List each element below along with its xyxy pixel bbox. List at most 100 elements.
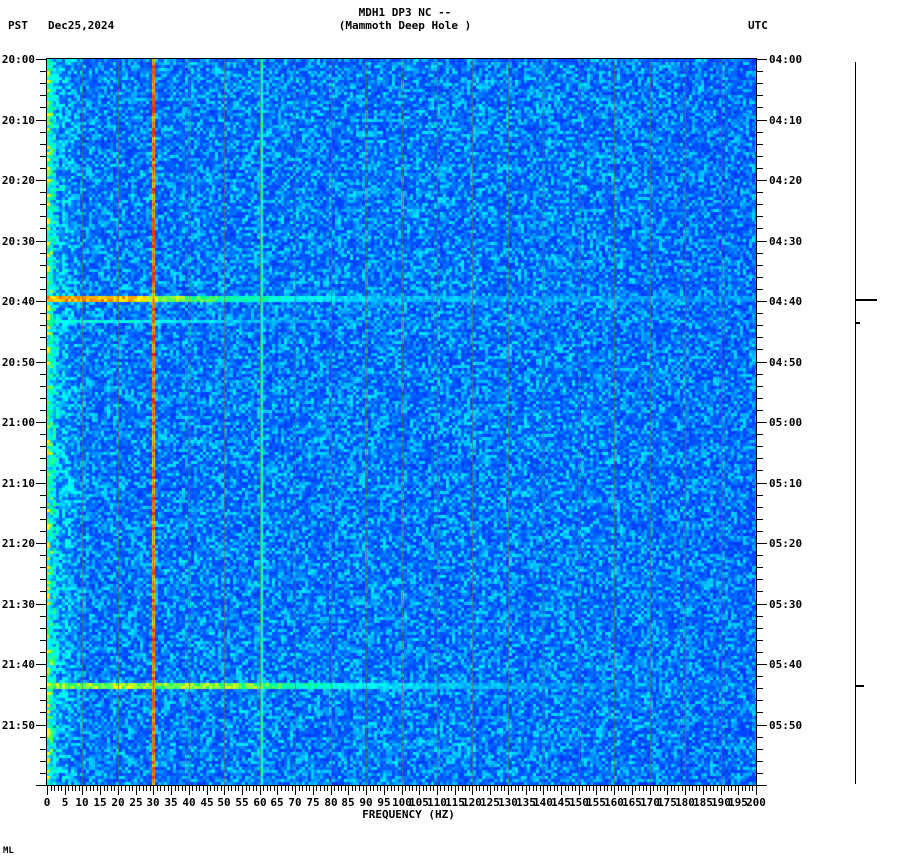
freq-tick-minor (111, 786, 112, 791)
freq-tick-minor (160, 786, 161, 791)
event-marker-tick[interactable] (855, 322, 860, 324)
time-label-utc: 05:40 (769, 658, 803, 671)
time-tick-minor (757, 737, 763, 738)
time-tick-minor (40, 519, 46, 520)
event-marker-tick[interactable] (855, 299, 877, 301)
time-tick-minor (757, 204, 763, 205)
freq-tick-minor (699, 786, 700, 791)
freq-tick-minor (628, 786, 629, 791)
freq-tick-major (756, 786, 757, 795)
time-tick-minor (757, 168, 763, 169)
freq-tick-minor (735, 786, 736, 791)
freq-tick-minor (256, 786, 257, 791)
freq-tick-major (47, 786, 48, 795)
freq-tick-major (348, 786, 349, 795)
station-title-line2: (Mammoth Deep Hole ) (0, 19, 902, 32)
freq-tick-major (118, 786, 119, 795)
time-tick-minor (757, 495, 763, 496)
time-label-utc: 05:00 (769, 416, 803, 429)
freq-tick-minor (745, 786, 746, 791)
time-tick-minor (40, 168, 46, 169)
time-tick-minor (40, 676, 46, 677)
freq-tick-major (331, 786, 332, 795)
freq-tick-minor (320, 786, 321, 791)
time-tick-major (757, 725, 767, 726)
time-tick-minor (757, 144, 763, 145)
time-tick-minor (757, 313, 763, 314)
freq-tick-major (295, 786, 296, 795)
freq-tick-minor (327, 786, 328, 791)
freq-label: 95 (377, 796, 391, 809)
time-tick-major (757, 180, 767, 181)
freq-label: 105 (409, 796, 429, 809)
freq-tick-major (207, 786, 208, 795)
freq-tick-minor (185, 786, 186, 791)
freq-tick-major (437, 786, 438, 795)
freq-tick-minor (568, 786, 569, 791)
freq-tick-minor (51, 786, 52, 791)
freq-tick-minor (600, 786, 601, 791)
freq-label: 15 (93, 796, 107, 809)
time-tick-major (757, 664, 767, 665)
freq-label: 175 (657, 796, 677, 809)
time-tick-major (757, 301, 767, 302)
time-tick-minor (40, 712, 46, 713)
freq-tick-minor (547, 786, 548, 791)
freq-tick-minor (518, 786, 519, 791)
freq-tick-minor (678, 786, 679, 791)
freq-tick-minor (728, 786, 729, 791)
time-tick-major (36, 604, 46, 605)
event-marker-tick[interactable] (855, 685, 864, 687)
freq-label: 190 (711, 796, 731, 809)
freq-tick-minor (440, 786, 441, 791)
time-tick-minor (757, 458, 763, 459)
freq-label: 10 (75, 796, 89, 809)
time-tick-major (36, 241, 46, 242)
plot-bottom-border (46, 785, 757, 786)
freq-label: 85 (341, 796, 355, 809)
time-tick-major (36, 483, 46, 484)
freq-label: 180 (675, 796, 695, 809)
freq-tick-major (82, 786, 83, 795)
time-tick-major (757, 59, 767, 60)
freq-tick-minor (394, 786, 395, 791)
time-tick-minor (40, 107, 46, 108)
freq-tick-major (703, 786, 704, 795)
time-tick-minor (757, 652, 763, 653)
time-tick-minor (40, 228, 46, 229)
freq-tick-major (579, 786, 580, 795)
time-tick-minor (757, 156, 763, 157)
time-tick-major (36, 59, 46, 60)
freq-tick-minor (444, 786, 445, 791)
freq-tick-major (277, 786, 278, 795)
time-label-utc: 04:10 (769, 114, 803, 127)
time-tick-major (36, 664, 46, 665)
freq-tick-minor (515, 786, 516, 791)
freq-tick-minor (345, 786, 346, 791)
spectrogram-canvas[interactable] (47, 59, 756, 785)
freq-tick-minor (285, 786, 286, 791)
freq-label: 145 (551, 796, 571, 809)
time-axis-utc-line (756, 59, 757, 786)
time-tick-minor (40, 277, 46, 278)
left-timezone-label: PST (8, 19, 28, 32)
freq-tick-minor (114, 786, 115, 791)
freq-tick-major (224, 786, 225, 795)
freq-tick-major (189, 786, 190, 795)
time-tick-minor (40, 216, 46, 217)
time-tick-minor (40, 289, 46, 290)
freq-tick-minor (316, 786, 317, 791)
freq-tick-major (490, 786, 491, 795)
freq-tick-minor (121, 786, 122, 791)
time-tick-minor (757, 289, 763, 290)
freq-tick-minor (710, 786, 711, 791)
time-tick-minor (40, 591, 46, 592)
time-tick-minor (40, 132, 46, 133)
freq-label: 50 (217, 796, 231, 809)
freq-tick-minor (175, 786, 176, 791)
spectrogram-plot[interactable] (47, 59, 756, 785)
time-label-pst: 21:30 (1, 598, 35, 611)
time-label-utc: 05:50 (769, 719, 803, 732)
freq-label: 5 (61, 796, 69, 809)
time-label-pst: 21:10 (1, 477, 35, 490)
